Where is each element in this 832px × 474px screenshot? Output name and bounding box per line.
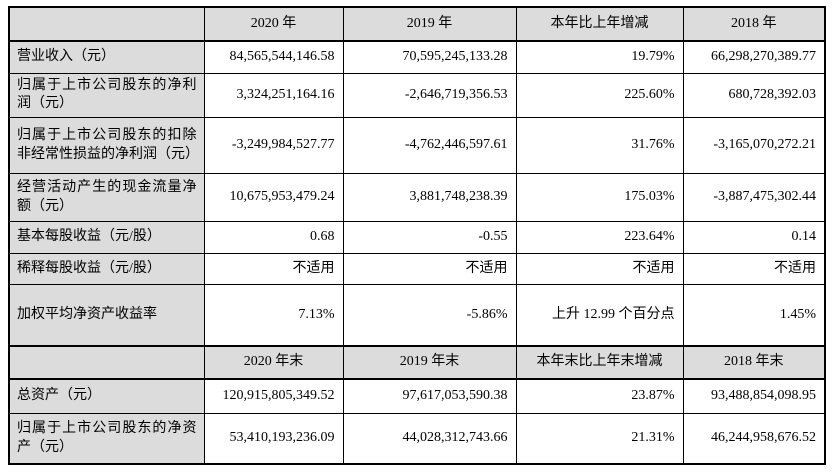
cash-flow-2019: 3,881,748,238.39 bbox=[342, 173, 517, 223]
header-year-end-change: 本年末比上年末增减 bbox=[515, 344, 684, 380]
row-label-revenue: 营业收入（元） bbox=[8, 40, 205, 74]
total-assets-change: 23.87% bbox=[515, 378, 684, 415]
table-row-total-assets: 总资产（元） 120,915,805,349.52 97,617,053,590… bbox=[8, 378, 826, 415]
net-profit-2019: -2,646,719,356.53 bbox=[342, 72, 517, 119]
total-assets-2018: 93,488,854,098.95 bbox=[682, 378, 826, 415]
header-2019: 2019 年 bbox=[342, 6, 517, 42]
revenue-2020: 84,565,544,146.58 bbox=[203, 40, 344, 74]
net-profit-2018: 680,728,392.03 bbox=[682, 72, 826, 119]
row-label-net-profit: 归属于上市公司股东的净利润（元） bbox=[8, 72, 205, 119]
diluted-eps-2019: 不适用 bbox=[342, 253, 517, 286]
header-blank-cell bbox=[8, 6, 205, 42]
roe-2019: -5.86% bbox=[342, 284, 517, 347]
row-label-net-assets: 归属于上市公司股东的净资产（元） bbox=[8, 413, 205, 465]
net-profit-2020: 3,324,251,164.16 bbox=[203, 72, 344, 119]
table-row-net-profit: 归属于上市公司股东的净利润（元） 3,324,251,164.16 -2,646… bbox=[8, 72, 826, 119]
diluted-eps-change: 不适用 bbox=[515, 253, 684, 286]
cash-flow-change: 175.03% bbox=[515, 173, 684, 223]
net-assets-2018: 46,244,958,676.52 bbox=[682, 413, 826, 465]
net-profit-excl-2020: -3,249,984,527.77 bbox=[203, 117, 344, 175]
header-2019-end: 2019 年末 bbox=[342, 344, 517, 380]
annual-header-row: 2020 年 2019 年 本年比上年增减 2018 年 bbox=[8, 6, 826, 42]
header2-blank-cell bbox=[8, 344, 205, 380]
table-row-net-profit-excl-nonrecurring: 归属于上市公司股东的扣除非经常性损益的净利润（元） -3,249,984,527… bbox=[8, 117, 826, 175]
table-row-operating-cash-flow: 经营活动产生的现金流量净额（元） 10,675,953,479.24 3,881… bbox=[8, 173, 826, 223]
net-profit-excl-2019: -4,762,446,597.61 bbox=[342, 117, 517, 175]
header-2018: 2018 年 bbox=[682, 6, 826, 42]
table-row-basic-eps: 基本每股收益（元/股） 0.68 -0.55 223.64% 0.14 bbox=[8, 221, 826, 255]
cash-flow-2020: 10,675,953,479.24 bbox=[203, 173, 344, 223]
year-end-header-row: 2020 年末 2019 年末 本年末比上年末增减 2018 年末 bbox=[8, 344, 826, 380]
revenue-2018: 66,298,270,389.77 bbox=[682, 40, 826, 74]
diluted-eps-2020: 不适用 bbox=[203, 253, 344, 286]
roe-2020: 7.13% bbox=[203, 284, 344, 347]
net-profit-excl-change: 31.76% bbox=[515, 117, 684, 175]
table-row-net-assets: 归属于上市公司股东的净资产（元） 53,410,193,236.09 44,02… bbox=[8, 413, 826, 465]
basic-eps-2020: 0.68 bbox=[203, 221, 344, 255]
net-profit-excl-2018: -3,165,070,272.21 bbox=[682, 117, 826, 175]
roe-2018: 1.45% bbox=[682, 284, 826, 347]
diluted-eps-2018: 不适用 bbox=[682, 253, 826, 286]
financial-summary-table: 2020 年 2019 年 本年比上年增减 2018 年 营业收入（元） 84,… bbox=[8, 6, 826, 465]
table-row-revenue: 营业收入（元） 84,565,544,146.58 70,595,245,133… bbox=[8, 40, 826, 74]
row-label-net-profit-excl-nonrecurring: 归属于上市公司股东的扣除非经常性损益的净利润（元） bbox=[8, 117, 205, 175]
row-label-operating-cash-flow: 经营活动产生的现金流量净额（元） bbox=[8, 173, 205, 223]
row-label-basic-eps: 基本每股收益（元/股） bbox=[8, 221, 205, 255]
table-row-weighted-avg-roe: 加权平均净资产收益率 7.13% -5.86% 上升 12.99 个百分点 1.… bbox=[8, 284, 826, 347]
revenue-change: 19.79% bbox=[515, 40, 684, 74]
basic-eps-2018: 0.14 bbox=[682, 221, 826, 255]
header-2020: 2020 年 bbox=[203, 6, 344, 42]
cash-flow-2018: -3,887,475,302.44 bbox=[682, 173, 826, 223]
net-assets-2020: 53,410,193,236.09 bbox=[203, 413, 344, 465]
header-yoy-change: 本年比上年增减 bbox=[515, 6, 684, 42]
net-profit-change: 225.60% bbox=[515, 72, 684, 119]
revenue-2019: 70,595,245,133.28 bbox=[342, 40, 517, 74]
basic-eps-2019: -0.55 bbox=[342, 221, 517, 255]
net-assets-change: 21.31% bbox=[515, 413, 684, 465]
row-label-total-assets: 总资产（元） bbox=[8, 378, 205, 415]
table-row-diluted-eps: 稀释每股收益（元/股） 不适用 不适用 不适用 不适用 bbox=[8, 253, 826, 286]
row-label-diluted-eps: 稀释每股收益（元/股） bbox=[8, 253, 205, 286]
row-label-weighted-avg-roe: 加权平均净资产收益率 bbox=[8, 284, 205, 347]
basic-eps-change: 223.64% bbox=[515, 221, 684, 255]
header-2018-end: 2018 年末 bbox=[682, 344, 826, 380]
total-assets-2020: 120,915,805,349.52 bbox=[203, 378, 344, 415]
roe-change: 上升 12.99 个百分点 bbox=[515, 284, 684, 347]
total-assets-2019: 97,617,053,590.38 bbox=[342, 378, 517, 415]
net-assets-2019: 44,028,312,743.66 bbox=[342, 413, 517, 465]
header-2020-end: 2020 年末 bbox=[203, 344, 344, 380]
